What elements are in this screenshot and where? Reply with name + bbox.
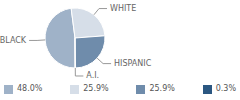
html-text:25.9%: 25.9% [83, 84, 109, 93]
svg-text:HISPANIC: HISPANIC [114, 59, 152, 68]
html-text:48.0%: 48.0% [17, 84, 43, 93]
svg-text:A.I.: A.I. [86, 71, 99, 80]
svg-text:WHITE: WHITE [110, 4, 136, 13]
svg-text:BLACK: BLACK [8, 36, 27, 45]
html-text:0.3%: 0.3% [215, 84, 236, 93]
html-text:25.9%: 25.9% [149, 84, 175, 93]
